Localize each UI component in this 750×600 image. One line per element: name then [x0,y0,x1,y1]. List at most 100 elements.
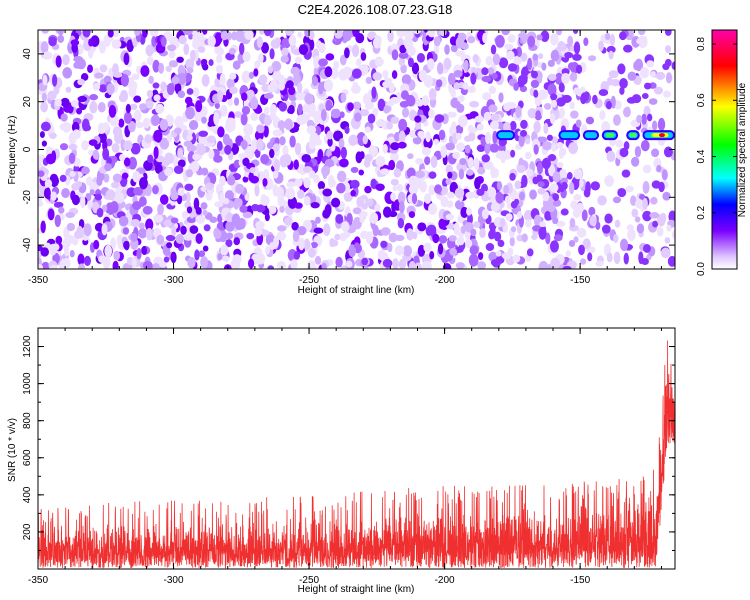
heatmap-cell [225,232,234,240]
heatmap-cell [642,164,652,174]
heatmap-cell [662,191,671,201]
heatmap-cell [280,55,289,63]
heatmap-cell [69,171,76,178]
heatmap-cell [445,178,452,185]
snr-y-tick-label: 1200 [22,335,33,358]
heatmap-cell [367,113,376,124]
heatmap-cell [177,187,185,196]
heatmap-cell [186,88,194,95]
heatmap-cell [41,261,50,269]
heatmap-cell [533,144,539,155]
heatmap-cell [293,250,301,260]
heatmap-cell [193,197,200,210]
heatmap-cell [194,249,200,261]
snr-x-axis: -350 -300 -250 -200 -150 [28,328,662,586]
heatmap-cell [608,70,619,79]
heatmap-cell [188,120,199,131]
heatmap-cell [68,152,76,164]
heatmap-cell [62,54,70,66]
heatmap-cell [112,71,123,78]
heatmap-cell [82,238,89,246]
heatmap-cell [552,171,561,183]
heatmap-cell [376,57,384,66]
heatmap-cell [98,255,107,263]
heatmap-cell [82,30,91,38]
heatmap-cell [650,196,658,205]
heatmap-cell [648,98,658,105]
heatmap-cell [183,234,193,241]
heatmap-cell [260,154,270,165]
heatmap-cell [390,116,400,124]
heatmap-cell [65,211,76,219]
snr-y-tick-label: 400 [22,486,33,503]
heatmap-cell [379,168,390,175]
heatmap-cell [583,188,591,198]
heatmap-cell [146,89,154,98]
heatmap-cell [40,101,48,113]
heatmap-cell [121,172,129,179]
heatmap-cell [51,74,58,87]
heatmap-cell [227,77,235,90]
heatmap-cell [513,56,523,65]
snr-x-tick-label: -150 [570,575,590,586]
heatmap-cell [580,92,589,103]
heatmap-cell [60,113,68,122]
heatmap-cell [298,44,309,55]
heatmap-cell [321,165,331,177]
heatmap-cell [516,46,523,58]
heatmap-cell [362,202,368,210]
heatmap-cell [445,164,453,174]
heatmap-cell [45,153,56,165]
heatmap-cell [459,158,467,166]
heatmap-cell [428,88,437,101]
heatmap-cell [369,212,379,224]
heatmap-cell [314,255,322,265]
heatmap-cell [131,257,137,269]
heatmap-cell [133,109,142,122]
heatmap-cell [438,235,448,244]
heatmap-cell [201,167,209,176]
heatmap-cell [517,211,523,219]
heatmap-cell [556,97,566,107]
heatmap-cell [558,82,565,93]
heatmap-cell [387,242,393,253]
heatmap-cell [620,238,629,252]
heatmap-cell [427,30,436,38]
colorbar-label: Normalized spectral amplitude [737,82,748,217]
heatmap-cell [483,160,494,170]
heatmap-cell [417,130,425,138]
heatmap-cell [304,93,314,105]
heatmap-cell [643,243,651,253]
spectrogram-x-axis: -350 -300 -250 -200 -150 [28,30,662,286]
heatmap-cell [453,82,461,90]
heatmap-cell [331,197,341,208]
heatmap-cell [487,186,497,198]
heatmap-cell [477,261,487,269]
heatmap-cell [576,227,587,238]
heatmap-cell [202,63,209,71]
heatmap-cell [527,57,533,71]
heatmap-cell [560,208,569,216]
heatmap-cell [183,140,193,147]
heatmap-cell [530,70,538,79]
heatmap-cell [62,257,71,269]
heatmap-cell [473,221,481,229]
spectrogram-x-tick-label: -350 [28,275,48,286]
heatmap-cell [634,216,641,223]
heatmap-cell [83,255,91,267]
heatmap-cell [99,64,108,73]
heatmap-cell [408,211,416,219]
heatmap-cell [605,32,611,41]
colorbar-gradient [711,29,738,270]
heatmap-cell [458,168,465,180]
heatmap-cell [329,238,336,248]
spectrogram-x-label: Height of straight line (km) [298,285,415,296]
heatmap-cell [560,148,567,156]
heatmap-cell [358,169,365,176]
heatmap-cell [324,66,333,78]
heatmap-cell [161,158,170,168]
heatmap-cell [434,184,443,194]
heatmap-cell [234,111,243,118]
heatmap-cell [92,82,101,91]
heatmap-cell [105,189,116,201]
